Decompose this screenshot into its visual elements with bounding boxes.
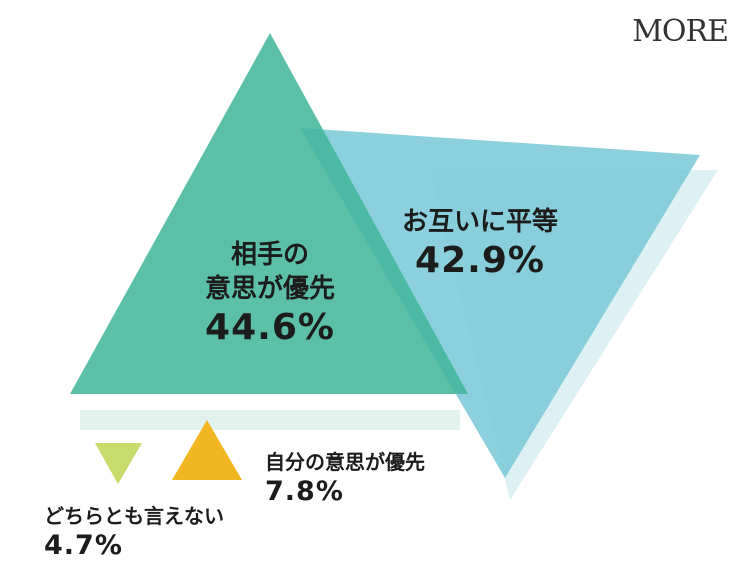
slice-label-partner-priority: 相手の 意思が優先 44.6% [170, 238, 370, 350]
slice-name-line: 相手の [230, 240, 309, 270]
slice-name-line: どちらとも言えない [44, 504, 224, 528]
shadow-shape [80, 410, 460, 430]
slice-value: 44.6% [205, 307, 335, 348]
slice-triangle-neither [95, 443, 142, 484]
slice-triangle-mutual-equality [300, 128, 700, 478]
slice-triangle-own-priority [172, 420, 242, 480]
slice-value: 7.8% [265, 476, 344, 507]
slice-name-line: 意思が優先 [204, 274, 335, 304]
slice-value: 4.7% [44, 530, 123, 561]
slice-name-line: お互いに平等 [401, 207, 558, 237]
slice-value: 42.9% [415, 240, 545, 281]
more-logo: MORE [632, 14, 729, 49]
slice-name-line: 自分の意思が優先 [265, 450, 425, 474]
slice-label-neither: どちらとも言えない 4.7% [44, 503, 264, 563]
slice-label-mutual-equality: お互いに平等 42.9% [380, 205, 580, 283]
slice-triangle-partner-priority [70, 33, 468, 394]
slice-label-own-priority: 自分の意思が優先 7.8% [265, 449, 465, 509]
